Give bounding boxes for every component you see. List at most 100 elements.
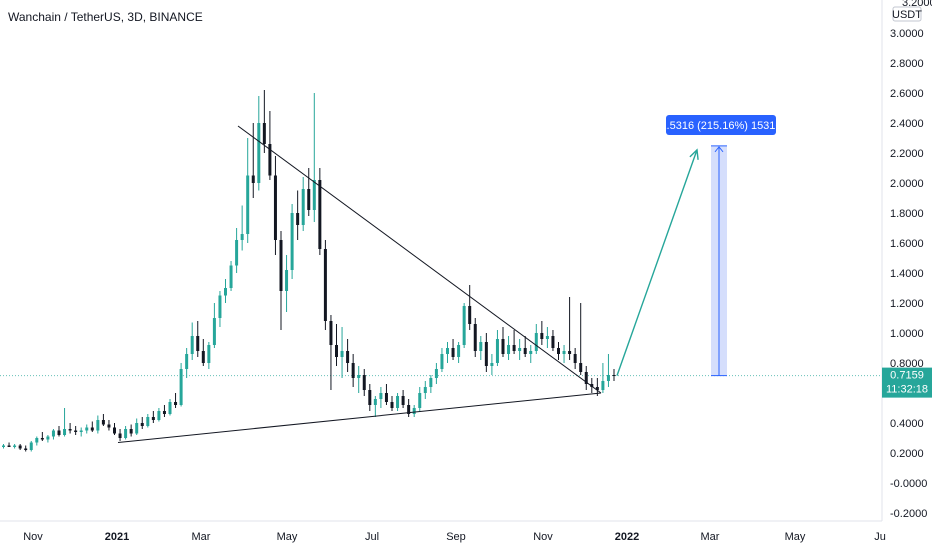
candle-body [468, 306, 471, 324]
candle-body [285, 270, 288, 291]
candle-body [363, 375, 366, 390]
candle-body [146, 417, 149, 426]
projection-arrow[interactable] [617, 150, 697, 376]
candle-body [241, 234, 244, 240]
candle-body [613, 375, 616, 376]
candle-body [346, 351, 349, 363]
candle-body [218, 296, 221, 319]
candle-body [96, 420, 99, 431]
candle-body [379, 393, 382, 399]
price-tick-label: -0.2000 [890, 508, 927, 520]
candle-body [163, 411, 166, 414]
candle-body [35, 438, 38, 443]
price-tick-label: 3.0000 [890, 28, 924, 40]
plot-area[interactable]: 1.5316 (215.16%) 15316 [0, 90, 882, 452]
candle-body [457, 345, 460, 357]
candle-body [607, 375, 610, 381]
candle-body [551, 336, 554, 348]
candle-body [529, 351, 532, 354]
candle-body [524, 348, 527, 354]
candle-body [235, 240, 238, 266]
candle-body [391, 402, 394, 408]
candle-body [46, 437, 49, 440]
candle-body [368, 390, 371, 405]
candle-body [202, 351, 205, 363]
candle-body [85, 428, 88, 431]
candle-body [224, 288, 227, 296]
current-price-label: 0.7159 [890, 370, 924, 382]
candle-countdown: 11:32:18 [886, 384, 928, 396]
candle-body [257, 123, 260, 183]
candle-body [274, 176, 277, 241]
candle-body [13, 446, 16, 448]
candle-body [74, 431, 77, 433]
candle-body [58, 431, 61, 436]
candle-body [352, 363, 355, 378]
candle-body [402, 396, 405, 405]
measure-label: 1.5316 (215.16%) 15316 [660, 115, 781, 135]
candle-body [574, 354, 577, 363]
candle-body [490, 363, 493, 366]
price-tick-label: 2.2000 [890, 148, 924, 160]
price-tick-label: 2.4000 [890, 118, 924, 130]
candle-body [463, 306, 466, 345]
price-tick-label: 2.8000 [890, 58, 924, 70]
time-tick-label: May [277, 531, 298, 543]
candle-body [246, 176, 249, 235]
candle-body [396, 396, 399, 408]
candle-body [91, 428, 94, 431]
candle-body [568, 351, 571, 354]
candle-body [152, 417, 155, 420]
candle-body [474, 324, 477, 351]
candle-body [452, 348, 455, 357]
candle-body [124, 429, 127, 438]
candle-body [502, 339, 505, 354]
candle-body [169, 402, 172, 414]
time-tick-label: Sep [446, 531, 466, 543]
price-tick-label: 1.8000 [890, 208, 924, 220]
candle-body [157, 411, 160, 420]
candle-body [546, 336, 549, 339]
price-tick-label: 2.6000 [890, 88, 924, 100]
candle-body [191, 336, 194, 354]
candle-body [263, 123, 266, 144]
candle-body [446, 348, 449, 354]
candle-body [63, 429, 66, 435]
candle-body [424, 387, 427, 393]
price-tick-label: 1.4000 [890, 268, 924, 280]
time-tick-label: 2022 [615, 531, 639, 543]
candle-body [318, 180, 321, 249]
candle-body [69, 429, 72, 431]
candle-body [252, 176, 255, 184]
price-tick-label: 1.6000 [890, 238, 924, 250]
candle-body [374, 399, 377, 405]
candle-body [557, 348, 560, 354]
candlestick-series [2, 90, 616, 452]
candle-body [540, 333, 543, 339]
candle-body [485, 342, 488, 366]
time-tick-label: Mar [192, 531, 211, 543]
candle-body [535, 333, 538, 351]
candle-body [507, 345, 510, 354]
support-trendline[interactable] [118, 393, 601, 443]
candle-body [329, 321, 332, 345]
candle-body [385, 393, 388, 402]
candle-body [479, 342, 482, 351]
measure-label-text: 1.5316 (215.16%) 15316 [660, 120, 781, 132]
candle-body [80, 431, 83, 433]
candle-body [341, 351, 344, 357]
candle-body [429, 378, 432, 387]
candle-body [2, 446, 5, 448]
unit-label: USDT [892, 9, 922, 21]
time-tick-label: Jul [365, 531, 379, 543]
time-tick-label: Nov [533, 531, 553, 543]
candle-body [440, 354, 443, 369]
price-axis[interactable]: 3.2000 3.0000 2.8000 2.6000 2.4000 2.2000 2.0… [882, 0, 932, 521]
candle-body [513, 345, 516, 351]
price-tick-label: 0.2000 [890, 448, 924, 460]
candle-body [335, 345, 338, 357]
time-axis[interactable]: Nov 2021 Mar May Jul Sep Nov 2022 Mar May Ju [0, 521, 886, 543]
candle-body [8, 446, 11, 448]
candle-body [413, 408, 416, 414]
